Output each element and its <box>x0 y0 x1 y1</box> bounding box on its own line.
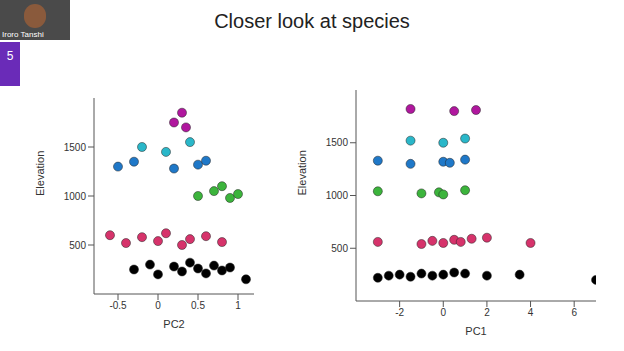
svg-text:1000: 1000 <box>326 190 349 201</box>
svg-text:500: 500 <box>69 240 86 251</box>
svg-text:1500: 1500 <box>326 137 349 148</box>
html-text:Closer look at species: Closer look at species <box>214 10 410 32</box>
svg-text:0: 0 <box>155 300 161 311</box>
svg-text:6: 6 <box>571 307 577 318</box>
svg-text:2: 2 <box>484 307 490 318</box>
svg-text:PC1: PC1 <box>465 325 486 337</box>
svg-text:500: 500 <box>331 243 348 254</box>
svg-text:1500: 1500 <box>64 142 87 153</box>
svg-text:1000: 1000 <box>64 191 87 202</box>
svg-text:Elevation: Elevation <box>296 150 308 195</box>
svg-text:1: 1 <box>235 300 241 311</box>
svg-text:Elevation: Elevation <box>34 151 46 196</box>
svg-text:-2: -2 <box>395 307 404 318</box>
svg-text:0.5: 0.5 <box>191 300 205 311</box>
html-text:Iroro Tanshi: Iroro Tanshi <box>2 30 44 39</box>
svg-text:0: 0 <box>440 307 446 318</box>
html-text:5: 5 <box>6 49 14 63</box>
svg-text:PC2: PC2 <box>163 318 184 330</box>
svg-text:-0.5: -0.5 <box>109 300 127 311</box>
svg-text:4: 4 <box>528 307 534 318</box>
